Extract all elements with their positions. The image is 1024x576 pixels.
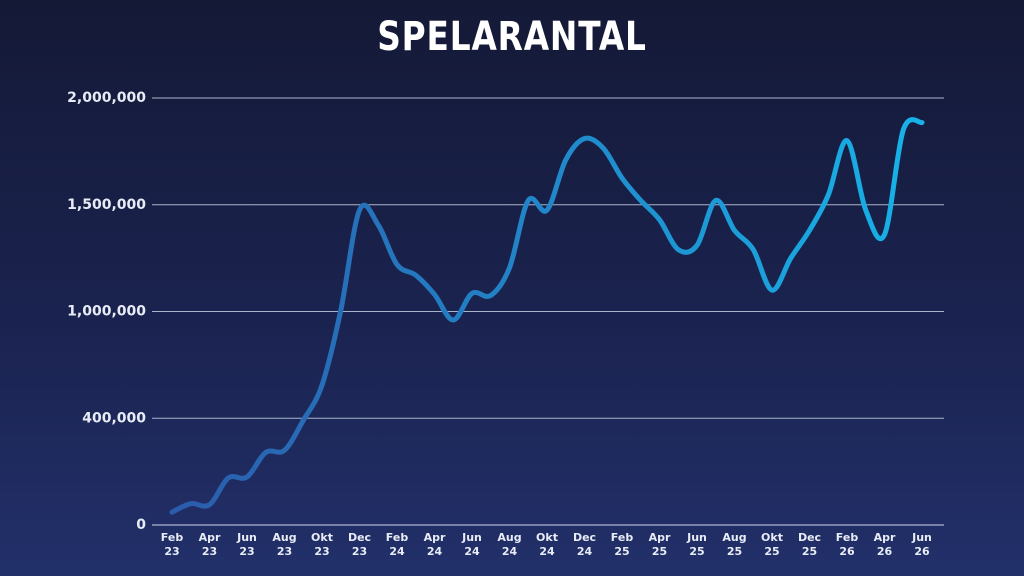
- y-tick-label: 1,500,000: [67, 197, 146, 213]
- x-tick-label: Jun 25: [687, 531, 707, 558]
- x-tick-label: Okt 23: [311, 531, 333, 558]
- x-tick-label: Feb 26: [835, 531, 859, 558]
- x-tick-label: Apr 24: [423, 531, 446, 558]
- x-tick-label: Okt 25: [761, 531, 783, 558]
- x-tick-label: Aug 23: [272, 531, 297, 558]
- x-tick-label: Apr 25: [648, 531, 671, 558]
- x-tick-label: Apr 23: [198, 531, 221, 558]
- x-tick-label: Dec 24: [572, 531, 597, 558]
- x-tick-label: Feb 23: [160, 531, 184, 558]
- x-tick-label: Jun 24: [462, 531, 482, 558]
- x-tick-label: Aug 24: [497, 531, 522, 558]
- y-tick-label: 2,000,000: [67, 90, 146, 106]
- x-tick-label: Aug 25: [722, 531, 747, 558]
- x-tick-label: Dec 25: [797, 531, 822, 558]
- x-tick-label: Apr 26: [873, 531, 896, 558]
- x-tick-label: Okt 24: [536, 531, 558, 558]
- x-tick-label: Jun 26: [912, 531, 932, 558]
- chart-title: SPELARANTAL: [377, 14, 647, 60]
- x-tick-label: Feb 24: [385, 531, 409, 558]
- y-tick-label: 400,000: [82, 410, 146, 426]
- x-tick-label: Dec 23: [347, 531, 372, 558]
- line: [169, 117, 925, 515]
- y-tick-label: 0: [136, 517, 146, 533]
- y-tick-label: 1,000,000: [67, 304, 146, 320]
- x-tick-label: Feb 25: [610, 531, 634, 558]
- x-tick-label: Jun 23: [237, 531, 257, 558]
